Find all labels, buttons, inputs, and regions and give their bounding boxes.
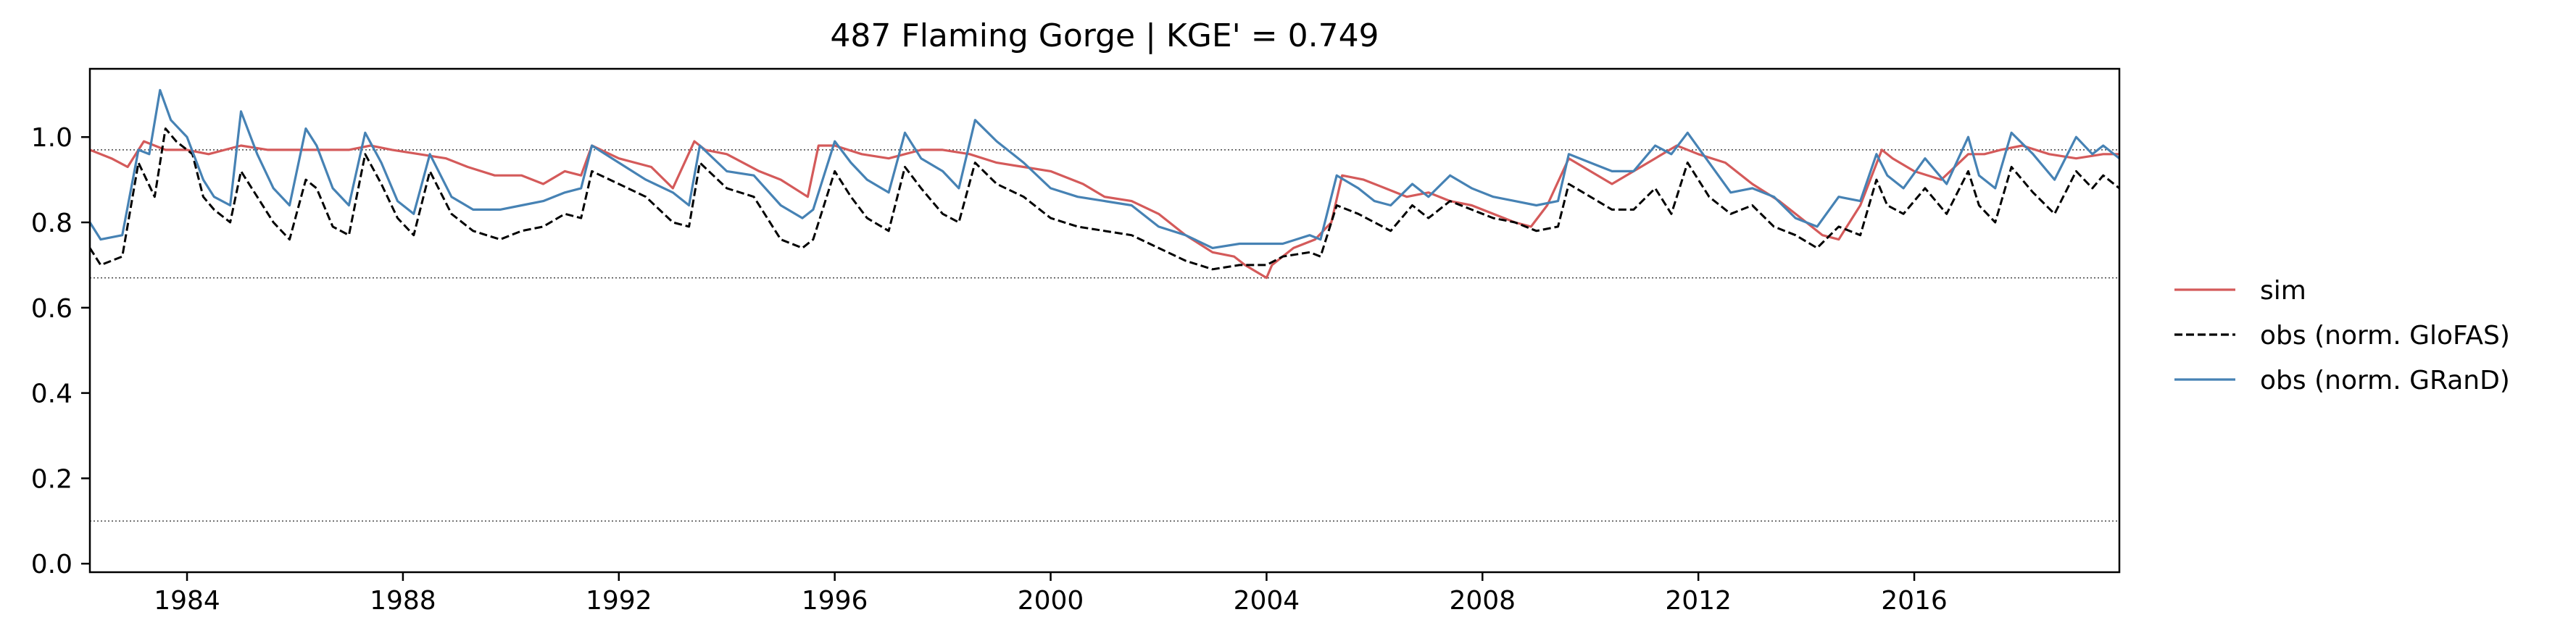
legend-label-sim: sim [2260,276,2306,306]
y-tick-label-0.0: 0.0 [31,550,72,579]
y-tick-label-0.8: 0.8 [31,209,72,238]
x-axis: 1984 1988 1992 1996 2000 2004 2008 2012 2016 [154,572,1948,616]
y-tick-label-0.2: 0.2 [31,464,72,494]
x-tick-label-2012: 2012 [1665,586,1732,616]
x-tick-label-2004: 2004 [1234,586,1300,616]
y-tick-label-0.6: 0.6 [31,294,72,324]
series-line-obs-norm-glofas [90,127,2119,271]
x-tick-label-2000: 2000 [1018,586,1084,616]
y-tick-label-1.0: 1.0 [31,123,72,153]
y-axis: 0.0 0.2 0.4 0.6 0.8 1.0 [31,123,90,579]
legend: sim obs (norm. GloFAS) obs (norm. GRanD) [2174,276,2510,395]
chart-title: 487 Flaming Gorge | KGE' = 0.749 [830,17,1379,54]
y-tick-label-0.4: 0.4 [31,380,72,409]
x-tick-label-1988: 1988 [370,586,436,616]
x-tick-label-2008: 2008 [1449,586,1516,616]
series-line-sim [90,140,2119,280]
x-tick-label-1992: 1992 [586,586,652,616]
legend-label-obs-norm-glofas: obs (norm. GloFAS) [2260,321,2510,351]
x-tick-label-1984: 1984 [154,586,220,616]
series-group [90,88,2119,280]
x-tick-label-2016: 2016 [1881,586,1948,616]
x-tick-label-1996: 1996 [802,586,868,616]
series-line-obs-norm-grand [90,88,2119,249]
plot-frame [88,67,2121,574]
reference-lines [90,149,2119,522]
legend-label-obs-norm-grand: obs (norm. GRanD) [2260,366,2510,395]
